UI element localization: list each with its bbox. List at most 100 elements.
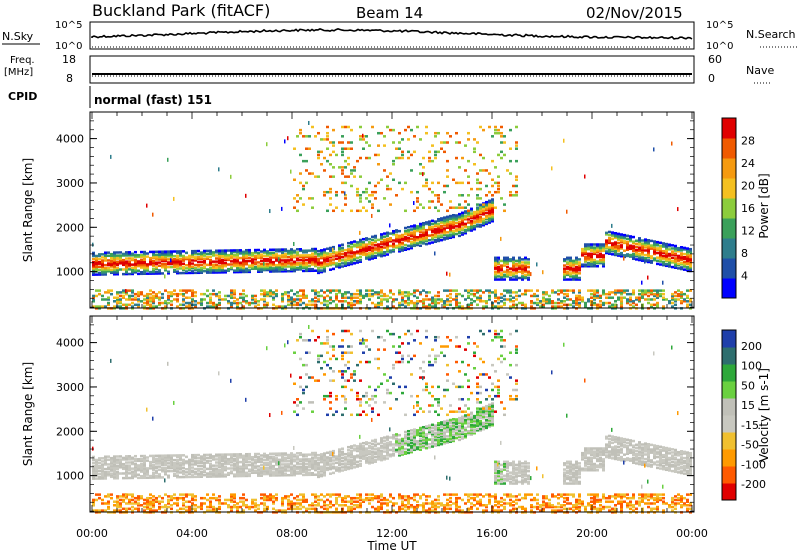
power-cell — [461, 211, 464, 215]
power-cell — [560, 305, 563, 308]
power-cell — [281, 256, 284, 259]
power-cell — [404, 248, 407, 251]
power-cell — [308, 264, 311, 268]
power-cell — [353, 252, 356, 256]
power-cell — [329, 254, 332, 257]
power-cell — [365, 238, 368, 242]
power-cell — [686, 250, 689, 253]
power-cell — [677, 248, 680, 251]
velocity-cell — [248, 505, 251, 509]
velocity-cell — [284, 496, 287, 500]
velocity-cell — [215, 507, 218, 511]
power-cell — [200, 257, 203, 261]
power-cell — [293, 249, 296, 253]
power-cell — [386, 243, 389, 247]
power-cell — [221, 255, 224, 259]
power-cell — [596, 244, 599, 248]
power-cell — [284, 259, 287, 262]
velocity-cell — [281, 463, 284, 466]
velocity-cell — [209, 467, 212, 471]
velocity-cell — [200, 472, 203, 475]
velocity-cell — [98, 469, 101, 473]
power-cell — [464, 169, 467, 172]
power-cell — [362, 190, 365, 194]
velocity-cell — [191, 502, 194, 505]
power-cell — [626, 243, 629, 247]
velocity-cell — [188, 500, 191, 503]
power-cell — [479, 300, 482, 303]
power-cell — [146, 203, 148, 208]
power-cell — [494, 289, 497, 292]
velocity-cell — [221, 467, 224, 470]
power-cell — [371, 194, 374, 197]
power-cell — [602, 247, 605, 251]
power-cell — [233, 296, 236, 299]
velocity-cell — [104, 467, 107, 471]
velocity-cell — [299, 504, 302, 507]
power-cell — [167, 261, 170, 264]
velocity-cell — [92, 498, 95, 502]
power-cell — [251, 298, 254, 301]
power-cell — [635, 248, 638, 252]
power-cell — [305, 303, 308, 307]
power-cell — [221, 263, 224, 266]
velocity-cell — [167, 500, 170, 503]
velocity-cell — [176, 454, 179, 457]
power-cell — [488, 213, 491, 217]
velocity-cell — [209, 500, 212, 503]
power-cell — [359, 138, 362, 141]
power-cell — [602, 246, 605, 249]
power-cell — [416, 242, 419, 245]
power-cell — [386, 234, 389, 238]
power-cell — [392, 128, 395, 132]
power-cell — [686, 256, 689, 260]
power-cell — [572, 289, 575, 292]
power-cell — [566, 258, 569, 261]
velocity-cell — [170, 465, 173, 468]
power-cell — [347, 296, 350, 299]
power-cell — [116, 251, 119, 254]
power-cell — [665, 245, 668, 249]
power-cell — [572, 261, 575, 264]
power-cell — [338, 266, 341, 269]
power-cell — [509, 272, 512, 275]
power-cell — [392, 300, 395, 303]
velocity-cell — [248, 463, 251, 467]
velocity-cell — [275, 469, 278, 473]
power-cell — [392, 233, 395, 236]
power-cell — [152, 255, 155, 258]
power-cell — [299, 153, 302, 157]
power-cell — [518, 265, 521, 269]
power-cell — [110, 252, 113, 256]
velocity-cell — [242, 460, 245, 464]
power-cell — [407, 225, 410, 229]
power-cell — [401, 247, 404, 251]
power-cell — [449, 296, 452, 299]
power-cell — [629, 247, 632, 251]
velocity-cell — [299, 335, 302, 339]
power-cell — [164, 253, 167, 257]
power-cell — [296, 266, 299, 270]
power-cell — [305, 268, 308, 271]
velocity-cell — [146, 507, 149, 511]
velocity-cell — [125, 461, 128, 464]
power-cell — [632, 257, 635, 261]
power-cell — [386, 125, 389, 129]
power-cell — [488, 207, 491, 210]
power-cell — [431, 190, 434, 194]
power-cell — [413, 135, 416, 138]
power-cell — [407, 244, 410, 248]
power-cell — [149, 270, 152, 274]
power-cell — [428, 206, 431, 209]
velocity-cell — [251, 468, 254, 471]
velocity-cell — [251, 459, 254, 462]
power-cell — [422, 166, 425, 169]
velocity-cell — [305, 509, 308, 512]
velocity-cell — [182, 496, 185, 500]
power-cell — [674, 263, 677, 266]
velocity-cell — [194, 460, 197, 463]
power-cell — [359, 291, 362, 294]
power-cell — [428, 150, 431, 154]
velocity-cell — [299, 498, 302, 502]
power-cell — [602, 289, 605, 292]
